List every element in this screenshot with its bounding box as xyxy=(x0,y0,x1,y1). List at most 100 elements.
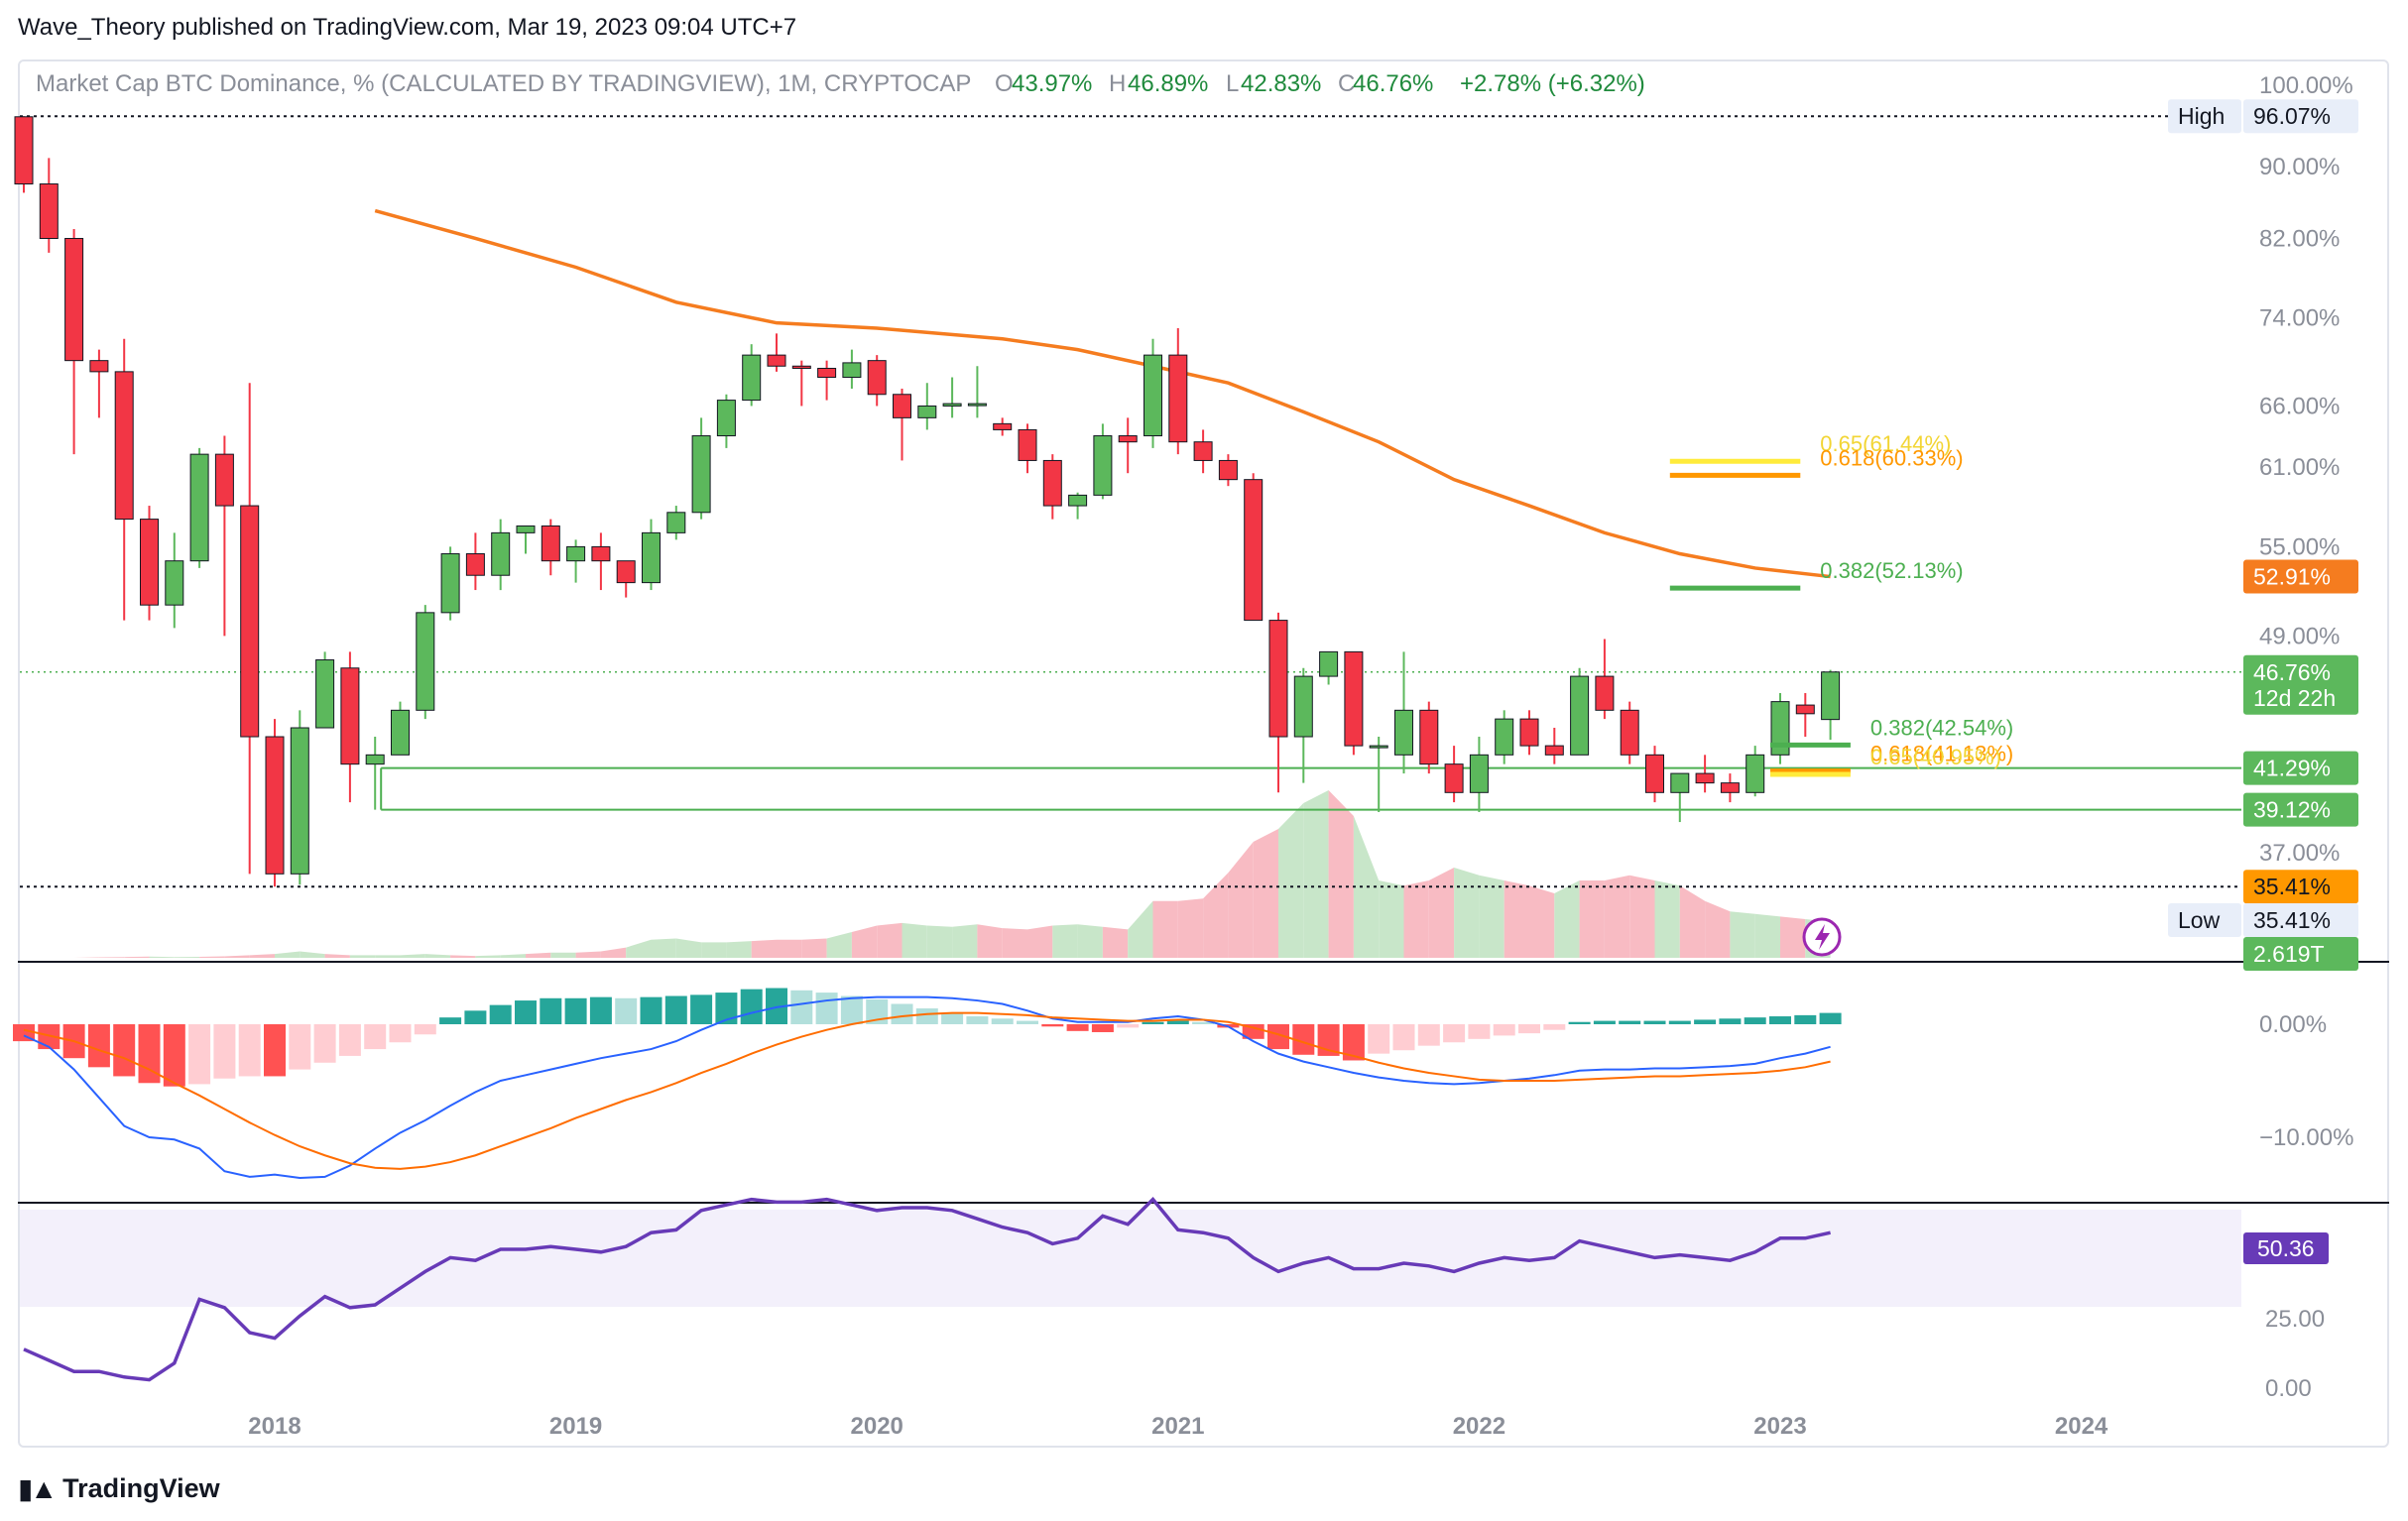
macd-bar xyxy=(515,1000,537,1024)
volume-segment xyxy=(98,957,125,958)
candle-body xyxy=(666,512,686,533)
candle-body xyxy=(1268,620,1288,738)
candle-body xyxy=(967,403,987,407)
candle xyxy=(365,737,385,810)
candle-body xyxy=(1795,704,1815,715)
candle xyxy=(290,710,309,885)
close-label: C xyxy=(1338,70,1355,97)
volume-segment xyxy=(224,955,250,958)
brand-label: TradingView xyxy=(62,1473,220,1503)
macd-bar xyxy=(439,1017,462,1024)
candle xyxy=(716,394,736,448)
macd-bar xyxy=(1619,1020,1641,1024)
candle-body xyxy=(541,525,560,562)
macd-bar xyxy=(790,990,813,1024)
candle xyxy=(1168,327,1188,455)
candle xyxy=(1419,701,1439,774)
macd-bar xyxy=(414,1024,436,1035)
candle-body xyxy=(1670,772,1690,793)
open-value: 43.97% xyxy=(1012,70,1092,97)
chart-frame[interactable] xyxy=(18,59,2389,1448)
candle xyxy=(1695,755,1715,793)
candle xyxy=(89,349,109,418)
macd-bar xyxy=(915,1008,938,1024)
price-tag-value: 35.41% xyxy=(2253,874,2331,899)
volume-segment xyxy=(926,925,953,958)
macd-bar xyxy=(1066,1024,1089,1031)
price-tag-value: 52.91% xyxy=(2253,564,2331,590)
price-tag-value: 39.12% xyxy=(2253,797,2331,823)
volume-segment xyxy=(902,922,927,958)
rsi-band xyxy=(20,1210,2241,1307)
candle xyxy=(666,506,686,540)
volume-segment xyxy=(1428,868,1455,958)
candle-body xyxy=(642,531,661,584)
candle-body xyxy=(1570,675,1590,756)
price-tag-high: 96.07% High xyxy=(2168,99,2358,134)
macd-panel xyxy=(13,988,1842,1180)
macd-bar xyxy=(313,1024,336,1063)
macd-axis-tick: 0.00% xyxy=(2259,1011,2327,1038)
volume-segment xyxy=(1654,880,1680,958)
price-tag-value: 96.07% xyxy=(2253,103,2331,129)
fib-label: 0.65(61.44%) xyxy=(1820,431,1951,456)
candle xyxy=(993,417,1013,436)
candle-body xyxy=(1821,671,1841,721)
candle xyxy=(64,229,84,455)
low-value: 42.83% xyxy=(1241,70,1321,97)
macd-bar xyxy=(1819,1012,1842,1024)
fib-label: 0.382(42.54%) xyxy=(1870,715,2013,740)
candle-body xyxy=(315,659,335,729)
candle xyxy=(1444,746,1464,803)
candle-body xyxy=(265,736,285,875)
tradingview-logo-icon: ▮▲ xyxy=(18,1473,58,1504)
candle-body xyxy=(64,237,84,362)
candle xyxy=(1144,338,1162,448)
time-axis-tick: 2019 xyxy=(549,1413,602,1440)
candle xyxy=(1570,667,1590,756)
volume-segment xyxy=(1705,900,1731,958)
candle-body xyxy=(1519,718,1539,747)
volume-segment xyxy=(249,954,275,958)
macd-bar xyxy=(966,1016,989,1024)
candle xyxy=(1293,667,1313,783)
volume-segment xyxy=(324,954,350,958)
candle-body xyxy=(39,183,59,239)
macd-bar xyxy=(1142,1021,1164,1024)
candle xyxy=(14,116,34,193)
candle xyxy=(1795,693,1815,738)
candle xyxy=(1093,423,1113,500)
high-label: H xyxy=(1109,70,1126,97)
macd-bar xyxy=(1694,1019,1717,1024)
candle-body xyxy=(993,422,1013,430)
price-tag-box xyxy=(2243,870,2358,904)
candle xyxy=(1369,737,1388,813)
macd-bar xyxy=(289,1024,311,1070)
candle-body xyxy=(1344,650,1364,747)
volume-segment xyxy=(826,932,852,958)
candle xyxy=(1018,423,1037,474)
candle xyxy=(265,719,285,887)
macd-bar xyxy=(489,1004,512,1024)
volume-segment xyxy=(1479,875,1505,958)
tradingview-logo[interactable]: ▮▲ TradingView xyxy=(18,1472,220,1505)
macd-bar xyxy=(38,1024,60,1050)
macd-bar xyxy=(840,995,863,1024)
macd-bar xyxy=(213,1024,236,1079)
macd-bar xyxy=(464,1010,487,1024)
volume-segment xyxy=(400,954,425,958)
alert-bolt-icon[interactable] xyxy=(1802,917,1842,957)
volume-segment xyxy=(1780,916,1806,958)
candle xyxy=(791,360,811,407)
volume-segment xyxy=(1203,873,1229,958)
price-tag-value: 35.41% xyxy=(2253,907,2331,933)
volume-segment xyxy=(1554,880,1580,958)
candle xyxy=(114,338,134,621)
candle xyxy=(240,383,260,875)
price-tag-support2: 39.12% xyxy=(2243,792,2358,827)
macd-bar xyxy=(1568,1021,1591,1024)
price-axis-tick: 37.00% xyxy=(2259,840,2340,867)
macd-bar xyxy=(740,989,763,1024)
candle-body xyxy=(616,560,636,584)
